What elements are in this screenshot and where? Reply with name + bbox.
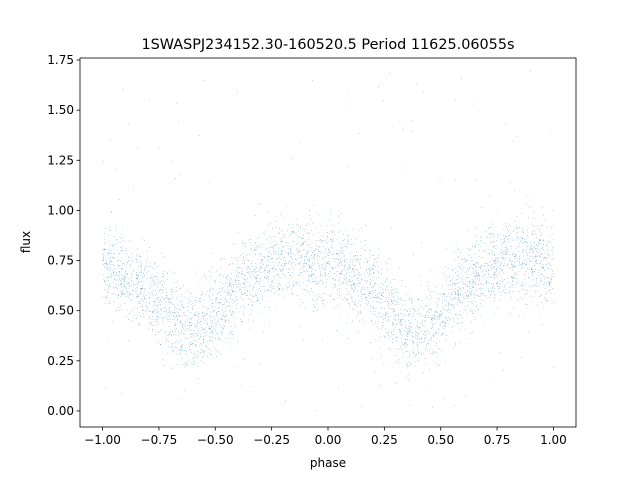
y-tick-label: 0.25 (47, 354, 74, 368)
x-tick-label: −0.50 (197, 433, 234, 447)
x-axis-ticks: −1.00 −0.75 −0.50 −0.25 0.00 0.25 0.50 0.75 1.00 (84, 427, 567, 447)
x-tick-label: 0.50 (427, 433, 454, 447)
y-tick-label: 1.50 (47, 103, 74, 117)
x-tick-label: 1.00 (540, 433, 567, 447)
y-tick-label: 1.00 (47, 203, 74, 217)
x-tick-label: −1.00 (84, 433, 121, 447)
x-tick-label: 0.25 (371, 433, 398, 447)
x-axis-label: phase (310, 456, 346, 470)
x-tick-label: −0.75 (141, 433, 178, 447)
y-axis-ticks: 0.00 0.25 0.50 0.75 1.00 1.25 1.50 1.75 (47, 53, 80, 418)
y-tick-label: 0.75 (47, 254, 74, 268)
y-axis-label: flux (19, 231, 33, 253)
y-tick-label: 1.25 (47, 153, 74, 167)
x-tick-label: −0.25 (253, 433, 290, 447)
x-tick-label: 0.00 (315, 433, 342, 447)
y-tick-label: 1.75 (47, 53, 74, 67)
chart-title: 1SWASPJ234152.30-160520.5 Period 11625.0… (142, 37, 515, 53)
x-tick-label: 0.75 (484, 433, 511, 447)
y-tick-label: 0.50 (47, 304, 74, 318)
y-tick-label: 0.00 (47, 404, 74, 418)
